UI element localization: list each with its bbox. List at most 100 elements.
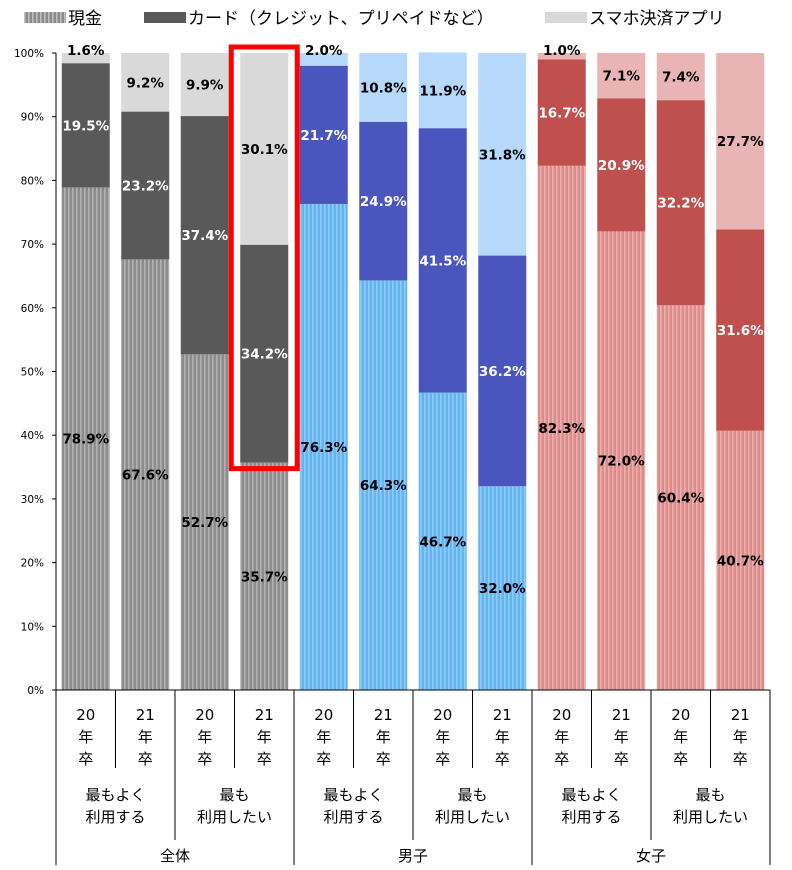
data-label-card: 19.5% xyxy=(62,118,109,134)
bar-app xyxy=(240,53,289,245)
data-label-card: 32.2% xyxy=(657,196,704,212)
legend-label: 現金 xyxy=(68,9,102,29)
data-label-cash: 35.7% xyxy=(241,569,288,585)
data-label-app: 27.7% xyxy=(717,134,764,150)
x-question-label: 最もよく xyxy=(85,786,145,804)
x-question-label: 最もよく xyxy=(323,786,383,804)
x-year-label: 卒 xyxy=(257,750,272,768)
x-group-label: 女子 xyxy=(636,847,666,865)
data-label-cash: 46.7% xyxy=(419,534,466,550)
x-question-label: 最もよく xyxy=(561,786,621,804)
data-label-card: 21.7% xyxy=(300,128,347,144)
bar-card xyxy=(180,116,229,355)
x-year-label: 卒 xyxy=(197,750,212,768)
bar-app xyxy=(359,53,408,122)
data-label-cash: 64.3% xyxy=(360,478,407,494)
x-group-label: 男子 xyxy=(398,847,428,865)
bar-cash xyxy=(240,462,289,690)
x-year-label: 年 xyxy=(316,728,331,746)
x-question-label: 最も xyxy=(695,786,725,804)
legend-swatch xyxy=(144,12,186,23)
data-label-card: 16.7% xyxy=(538,106,585,122)
bar-card xyxy=(656,100,705,306)
data-label-cash: 72.0% xyxy=(598,454,645,470)
y-tick-label: 40% xyxy=(21,430,44,442)
x-question-label: 利用したい xyxy=(673,808,748,826)
y-tick-label: 100% xyxy=(14,48,44,60)
data-label-cash: 76.3% xyxy=(300,440,347,456)
bar-cash xyxy=(537,165,586,690)
x-year-label: 21 xyxy=(612,706,631,724)
x-year-label: 卒 xyxy=(78,750,93,768)
bar-card xyxy=(121,111,170,260)
bar-app xyxy=(418,52,467,129)
bar-cash xyxy=(299,203,348,690)
legend-swatch xyxy=(24,12,66,23)
legend: 現金 カード（クレジット、プリペイドなど） スマホ決済アプリ xyxy=(24,9,725,29)
data-label-app: 30.1% xyxy=(241,142,288,158)
bar-app xyxy=(180,53,229,117)
y-tick-label: 60% xyxy=(21,303,44,315)
y-tick-label: 0% xyxy=(27,685,44,697)
legend-label: スマホ決済アプリ xyxy=(589,9,725,29)
bar-cash xyxy=(121,259,170,690)
bar-cash xyxy=(61,187,110,691)
x-year-label: 20 xyxy=(314,706,333,724)
data-label-app: 7.4% xyxy=(662,70,700,86)
legend-swatch xyxy=(545,12,587,23)
y-axis: 0% 10% 20% 30% 40% 50% 60% 70% 80% 90% 100% xyxy=(14,48,57,697)
data-label-app: 7.1% xyxy=(603,69,641,85)
x-year-label: 20 xyxy=(195,706,214,724)
data-label-card: 41.5% xyxy=(419,253,466,269)
data-label-cash: 67.6% xyxy=(122,468,169,484)
x-year-label: 年 xyxy=(257,728,272,746)
bar-card xyxy=(418,128,467,393)
bar-cash xyxy=(418,392,467,690)
data-label-cash: 52.7% xyxy=(181,515,228,531)
bar-cash xyxy=(478,486,527,690)
x-year-label: 卒 xyxy=(554,750,569,768)
data-label-card: 37.4% xyxy=(181,228,228,244)
data-label-app: 10.8% xyxy=(360,80,407,96)
data-label-card: 34.2% xyxy=(241,347,288,363)
x-year-label: 卒 xyxy=(435,750,450,768)
bar-card xyxy=(537,59,586,166)
bars xyxy=(61,52,765,691)
bar-card xyxy=(359,121,408,281)
x-year-label: 年 xyxy=(197,728,212,746)
data-label-cash: 82.3% xyxy=(538,421,585,437)
x-axis: 20 年卒 21 年卒 20 年卒 21 年卒 20 年卒 21 年卒 20 年卒 21 年卒 20 年卒 21 年卒… xyxy=(55,689,771,865)
x-year-label: 年 xyxy=(733,728,748,746)
data-label-card: 24.9% xyxy=(360,194,407,210)
highlight-box xyxy=(228,44,300,472)
data-labels: 78.9% 19.5% 1.6% 67.6% 23.2% 9.2% 52.7% 37.4% 9.… xyxy=(62,43,764,597)
bar-app xyxy=(61,53,110,64)
x-year-label: 年 xyxy=(376,728,391,746)
y-tick-label: 30% xyxy=(21,494,44,506)
y-tick-label: 90% xyxy=(21,112,44,124)
legend-label: カード（クレジット、プリペイドなど） xyxy=(188,9,494,29)
x-year-label: 年 xyxy=(138,728,153,746)
x-year-label: 20 xyxy=(552,706,571,724)
x-year-label: 21 xyxy=(731,706,750,724)
x-year-label: 年 xyxy=(673,728,688,746)
data-label-card: 23.2% xyxy=(122,178,169,194)
bar-app xyxy=(299,53,348,66)
y-tick-label: 80% xyxy=(21,175,44,187)
data-label-card: 36.2% xyxy=(479,364,526,380)
x-question-label: 利用する xyxy=(323,808,383,826)
bar-card xyxy=(478,255,527,487)
x-year-label: 卒 xyxy=(138,750,153,768)
bar-app xyxy=(121,53,170,112)
x-question-label: 利用したい xyxy=(435,808,510,826)
x-year-label: 卒 xyxy=(376,750,391,768)
data-label-app: 1.0% xyxy=(543,43,581,59)
x-year-label: 年 xyxy=(614,728,629,746)
bar-card xyxy=(597,98,646,232)
x-year-label: 21 xyxy=(136,706,155,724)
x-year-label: 卒 xyxy=(614,750,629,768)
x-question-label: 利用する xyxy=(561,808,621,826)
data-label-app: 2.0% xyxy=(305,43,343,59)
x-year-label: 卒 xyxy=(673,750,688,768)
